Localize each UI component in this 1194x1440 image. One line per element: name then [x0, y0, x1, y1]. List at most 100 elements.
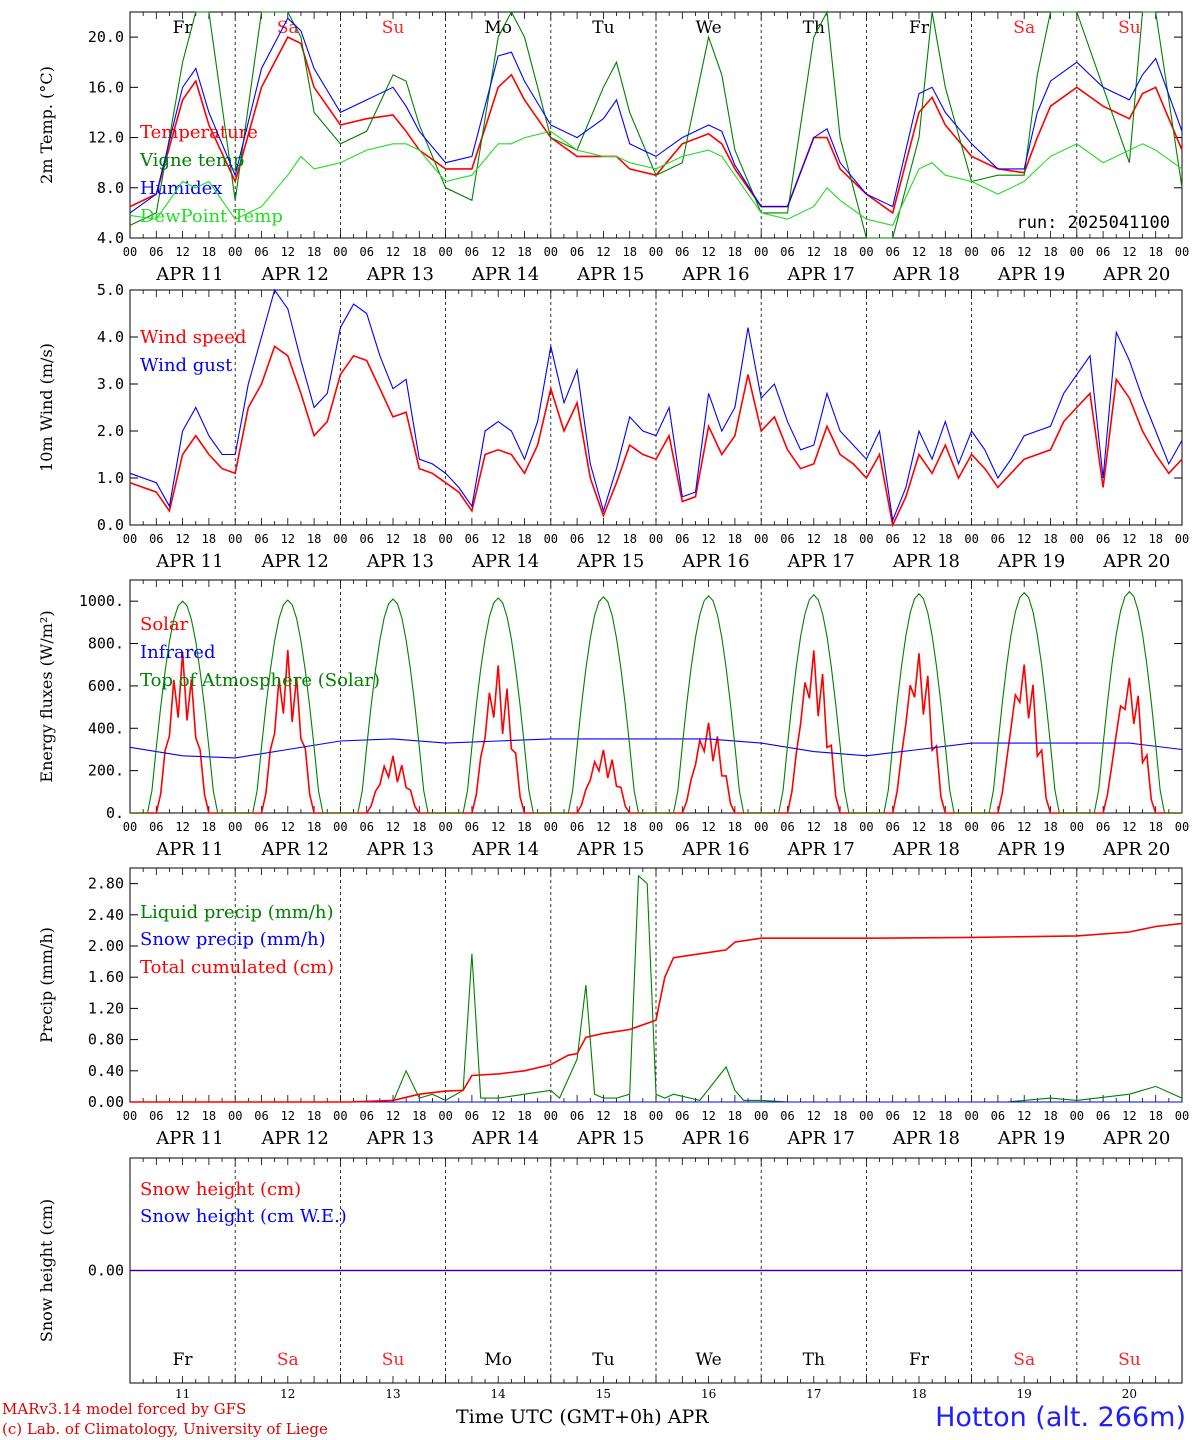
hour-tick-label: 06: [1096, 532, 1110, 546]
day-number-label: 13: [385, 1387, 400, 1400]
y-tick-label: 16.0: [88, 78, 124, 96]
hour-tick-label: 12: [491, 1109, 505, 1123]
hour-tick-label: 06: [254, 245, 268, 259]
hour-tick-label: 00: [1175, 245, 1189, 259]
hour-tick-label: 00: [333, 820, 347, 834]
weekday-label: Fr: [173, 1350, 194, 1370]
date-label: APR 11: [155, 839, 223, 860]
hour-tick-label: 18: [833, 820, 847, 834]
hour-tick-label: 00: [1175, 532, 1189, 546]
legend-entry: Wind gust: [140, 355, 233, 376]
y-tick-label: 4.0: [97, 328, 124, 346]
day-number-label: 20: [1122, 1387, 1137, 1400]
date-label: APR 11: [155, 1128, 223, 1149]
hour-tick-label: 00: [1175, 1109, 1189, 1123]
hour-tick-label: 12: [175, 1109, 189, 1123]
hour-tick-label: 06: [780, 532, 794, 546]
hour-tick-label: 12: [912, 532, 926, 546]
hour-tick-label: 12: [912, 245, 926, 259]
hour-tick-label: 12: [596, 245, 610, 259]
weekday-label: We: [696, 1350, 722, 1370]
hour-tick-label: 06: [254, 1109, 268, 1123]
hour-tick-label: 18: [1148, 820, 1162, 834]
hour-tick-label: 00: [649, 820, 663, 834]
date-label: APR 16: [681, 1128, 749, 1149]
hour-tick-label: 06: [780, 245, 794, 259]
y-tick-label: 200.: [88, 762, 124, 780]
hour-tick-label: 00: [333, 1109, 347, 1123]
hour-tick-label: 06: [885, 245, 899, 259]
hour-tick-label: 18: [622, 1109, 636, 1123]
hour-tick-label: 00: [859, 1109, 873, 1123]
date-label: APR 11: [155, 264, 223, 285]
weekday-label: Mo: [484, 18, 512, 38]
hour-tick-label: 06: [465, 820, 479, 834]
y-tick-label: 1000.: [79, 592, 124, 610]
weekday-label: Su: [382, 1350, 405, 1370]
hour-tick-label: 18: [938, 532, 952, 546]
y-tick-label: 2.0: [97, 422, 124, 440]
day-number-label: 18: [911, 1387, 926, 1400]
hour-tick-label: 00: [228, 820, 242, 834]
date-label: APR 20: [1102, 839, 1170, 860]
hour-tick-label: 06: [780, 820, 794, 834]
y-tick-label: 1.0: [97, 469, 124, 487]
date-label: APR 19: [997, 551, 1065, 572]
hour-tick-label: 12: [1017, 532, 1031, 546]
legend-entry: Top of Atmosphere (Solar): [140, 670, 380, 691]
hour-tick-label: 18: [728, 820, 742, 834]
hour-tick-label: 12: [807, 245, 821, 259]
hour-tick-label: 00: [228, 245, 242, 259]
weekday-label: Su: [1118, 1350, 1141, 1370]
hour-tick-label: 06: [570, 1109, 584, 1123]
hour-tick-label: 00: [438, 1109, 452, 1123]
hour-tick-label: 00: [438, 532, 452, 546]
series-line: [129, 130, 1183, 227]
hour-tick-label: 12: [1122, 245, 1136, 259]
hour-tick-label: 12: [807, 820, 821, 834]
date-label: APR 15: [576, 839, 644, 860]
hour-tick-label: 06: [885, 532, 899, 546]
weekday-label: Sa: [1013, 18, 1035, 38]
date-label: APR 18: [892, 839, 960, 860]
date-label: APR 17: [787, 551, 855, 572]
series-line: [129, 738, 1183, 759]
day-number-label: 17: [806, 1387, 821, 1400]
series-line: [130, 922, 1183, 1103]
weekday-label: Tu: [592, 1350, 614, 1370]
hour-tick-label: 00: [964, 532, 978, 546]
hour-tick-label: 00: [438, 245, 452, 259]
legend-entry: Humidex: [140, 178, 222, 199]
hour-tick-label: 18: [517, 1109, 531, 1123]
date-label: APR 11: [155, 551, 223, 572]
date-label: APR 20: [1102, 1128, 1170, 1149]
y-tick-label: 0.40: [88, 1062, 124, 1080]
y-tick-label: 600.: [88, 677, 124, 695]
weekday-label: Tu: [592, 18, 614, 38]
hour-tick-label: 00: [544, 532, 558, 546]
hour-tick-label: 18: [622, 532, 636, 546]
date-label: APR 18: [892, 1128, 960, 1149]
hour-tick-label: 12: [386, 245, 400, 259]
weekday-label: Fr: [909, 18, 930, 38]
hour-tick-label: 00: [438, 820, 452, 834]
weekday-label: Mo: [484, 1350, 512, 1370]
hour-tick-label: 18: [1043, 532, 1057, 546]
date-label: APR 13: [366, 551, 434, 572]
day-number-label: 19: [1017, 1387, 1032, 1400]
hour-tick-label: 12: [491, 820, 505, 834]
hour-tick-label: 06: [991, 532, 1005, 546]
date-label: APR 20: [1102, 551, 1170, 572]
y-tick-label: 1.20: [88, 999, 124, 1017]
hour-tick-label: 18: [517, 245, 531, 259]
station-label: Hotton (alt. 266m): [935, 1402, 1186, 1433]
hour-tick-label: 18: [833, 532, 847, 546]
hour-tick-label: 18: [307, 532, 321, 546]
hour-tick-label: 00: [859, 820, 873, 834]
hour-tick-label: 00: [544, 1109, 558, 1123]
hour-tick-label: 00: [859, 532, 873, 546]
date-label: APR 18: [892, 551, 960, 572]
hour-tick-label: 18: [622, 820, 636, 834]
y-tick-label: 0.00: [88, 1093, 124, 1111]
legend-entry: Total cumulated (cm): [140, 957, 334, 978]
